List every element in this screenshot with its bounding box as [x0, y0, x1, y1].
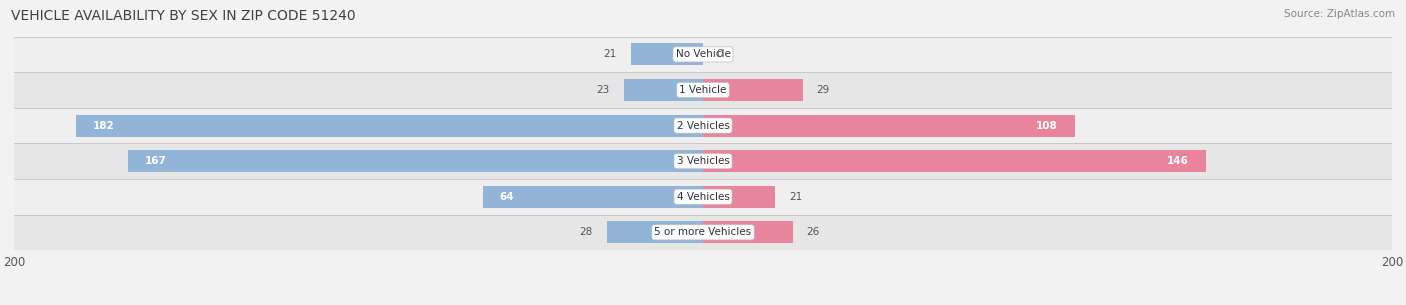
Bar: [14, 108, 1392, 143]
Bar: [76, 115, 703, 137]
Bar: [482, 186, 703, 208]
Text: 28: 28: [579, 227, 593, 237]
Text: 2 Vehicles: 2 Vehicles: [676, 120, 730, 131]
Bar: [606, 221, 703, 243]
Bar: [631, 43, 703, 66]
Text: 26: 26: [807, 227, 820, 237]
Text: 146: 146: [1167, 156, 1188, 166]
Text: 182: 182: [93, 120, 115, 131]
Bar: [703, 221, 793, 243]
Text: 21: 21: [789, 192, 803, 202]
Bar: [14, 179, 1392, 214]
Text: Source: ZipAtlas.com: Source: ZipAtlas.com: [1284, 9, 1395, 19]
Bar: [624, 79, 703, 101]
Text: 23: 23: [596, 85, 610, 95]
Bar: [703, 186, 775, 208]
Bar: [703, 115, 1076, 137]
Text: 4 Vehicles: 4 Vehicles: [676, 192, 730, 202]
Bar: [14, 72, 1392, 108]
Text: 167: 167: [145, 156, 167, 166]
Bar: [14, 143, 1392, 179]
Text: 21: 21: [603, 49, 617, 59]
Bar: [14, 214, 1392, 250]
Text: No Vehicle: No Vehicle: [675, 49, 731, 59]
Bar: [703, 150, 1206, 172]
Text: 3 Vehicles: 3 Vehicles: [676, 156, 730, 166]
Text: 1 Vehicle: 1 Vehicle: [679, 85, 727, 95]
Text: 108: 108: [1036, 120, 1057, 131]
Text: 64: 64: [499, 192, 515, 202]
Text: VEHICLE AVAILABILITY BY SEX IN ZIP CODE 51240: VEHICLE AVAILABILITY BY SEX IN ZIP CODE …: [11, 9, 356, 23]
Bar: [128, 150, 703, 172]
Text: 29: 29: [817, 85, 830, 95]
Bar: [14, 37, 1392, 72]
Text: 5 or more Vehicles: 5 or more Vehicles: [654, 227, 752, 237]
Text: 0: 0: [717, 49, 723, 59]
Bar: [703, 79, 803, 101]
